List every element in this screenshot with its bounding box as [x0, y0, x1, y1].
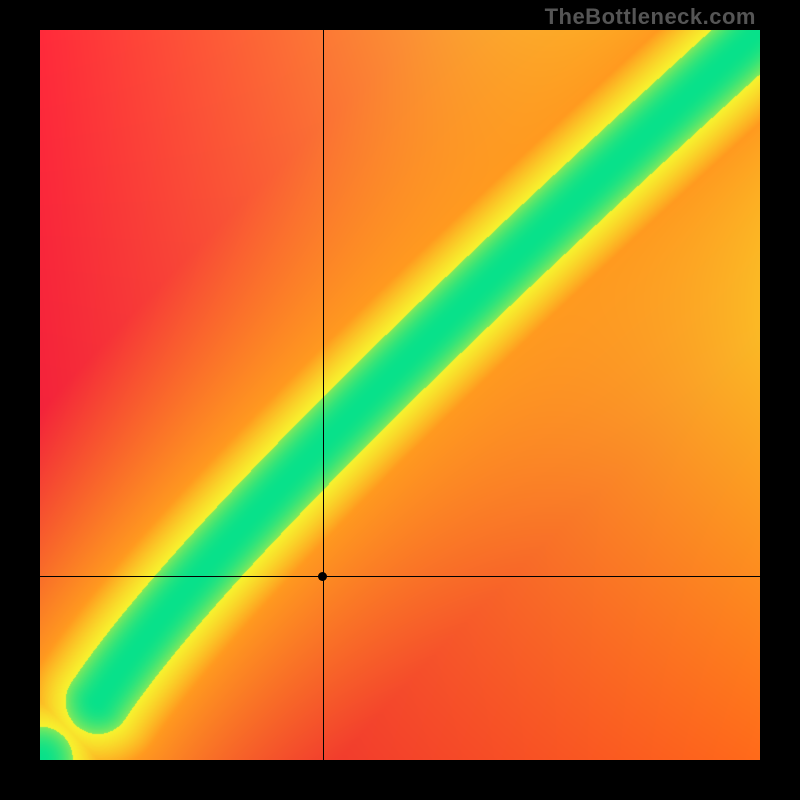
bottleneck-heatmap: TheBottleneck.com: [0, 0, 800, 800]
crosshair-horizontal: [40, 576, 760, 577]
crosshair-vertical: [323, 30, 324, 760]
heatmap-canvas: [40, 30, 760, 760]
crosshair-marker: [318, 572, 327, 581]
watermark-text: TheBottleneck.com: [545, 4, 756, 30]
